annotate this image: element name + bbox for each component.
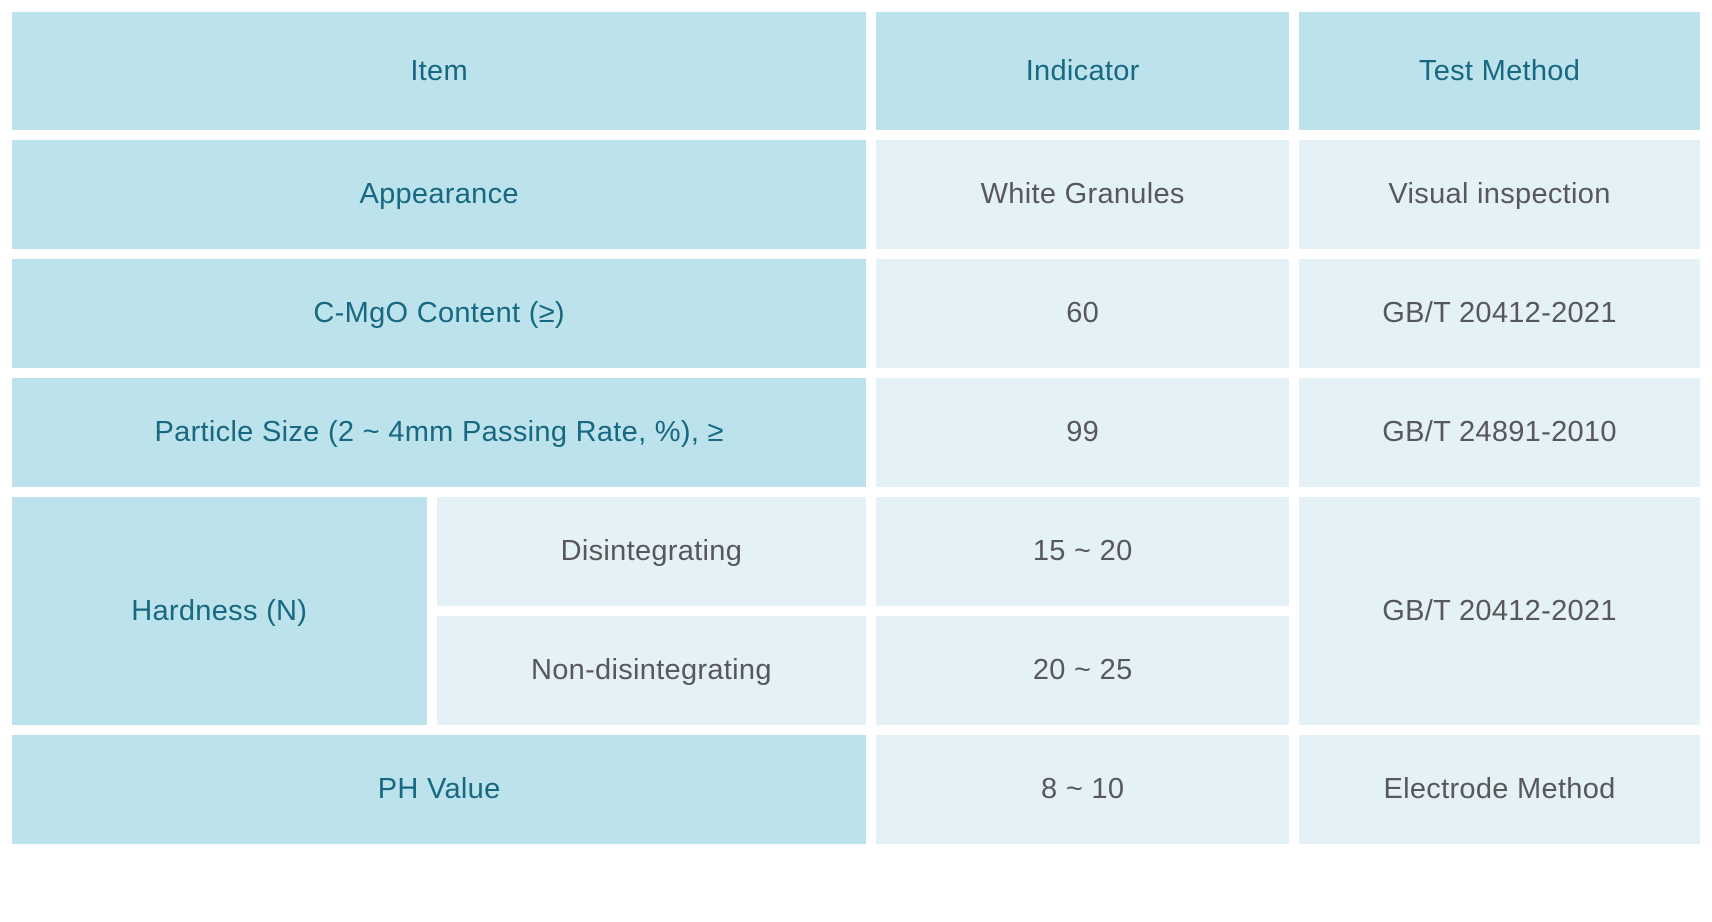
- ph-test-method-cell: Electrode Method: [1294, 730, 1705, 849]
- header-item: Item: [7, 7, 872, 135]
- cmgo-test-method-cell: GB/T 20412-2021: [1294, 254, 1705, 373]
- hardness-test-method-cell: GB/T 20412-2021: [1294, 492, 1705, 730]
- row-hardness-disintegrating: Hardness (N) Disintegrating 15 ~ 20 GB/T…: [7, 492, 1705, 730]
- header-test-method: Test Method: [1294, 7, 1705, 135]
- row-appearance: Appearance White Granules Visual inspect…: [7, 135, 1705, 254]
- appearance-test-method-cell: Visual inspection: [1294, 135, 1705, 254]
- hardness-non-disintegrating-label-cell: Non-disintegrating: [431, 611, 872, 730]
- hardness-disintegrating-label-cell: Disintegrating: [431, 492, 872, 611]
- cmgo-indicator-cell: 60: [871, 254, 1295, 373]
- hardness-non-disintegrating-indicator-cell: 20 ~ 25: [871, 611, 1295, 730]
- ph-indicator-cell: 8 ~ 10: [871, 730, 1295, 849]
- appearance-item-cell: Appearance: [7, 135, 872, 254]
- header-indicator: Indicator: [871, 7, 1295, 135]
- row-ph-value: PH Value 8 ~ 10 Electrode Method: [7, 730, 1705, 849]
- product-spec-table: Item Indicator Test Method Appearance Wh…: [7, 7, 1705, 849]
- particle-item-cell: Particle Size (2 ~ 4mm Passing Rate, %),…: [7, 373, 872, 492]
- particle-test-method-cell: GB/T 24891-2010: [1294, 373, 1705, 492]
- ph-item-cell: PH Value: [7, 730, 872, 849]
- appearance-indicator-cell: White Granules: [871, 135, 1295, 254]
- cmgo-item-cell: C-MgO Content (≥): [7, 254, 872, 373]
- hardness-item-cell: Hardness (N): [7, 492, 432, 730]
- row-hardness-non-disintegrating: Non-disintegrating 20 ~ 25: [7, 611, 1705, 730]
- row-cmgo-content: C-MgO Content (≥) 60 GB/T 20412-2021: [7, 254, 1705, 373]
- table-header-row: Item Indicator Test Method: [7, 7, 1705, 135]
- row-particle-size: Particle Size (2 ~ 4mm Passing Rate, %),…: [7, 373, 1705, 492]
- hardness-disintegrating-indicator-cell: 15 ~ 20: [871, 492, 1295, 611]
- particle-indicator-cell: 99: [871, 373, 1295, 492]
